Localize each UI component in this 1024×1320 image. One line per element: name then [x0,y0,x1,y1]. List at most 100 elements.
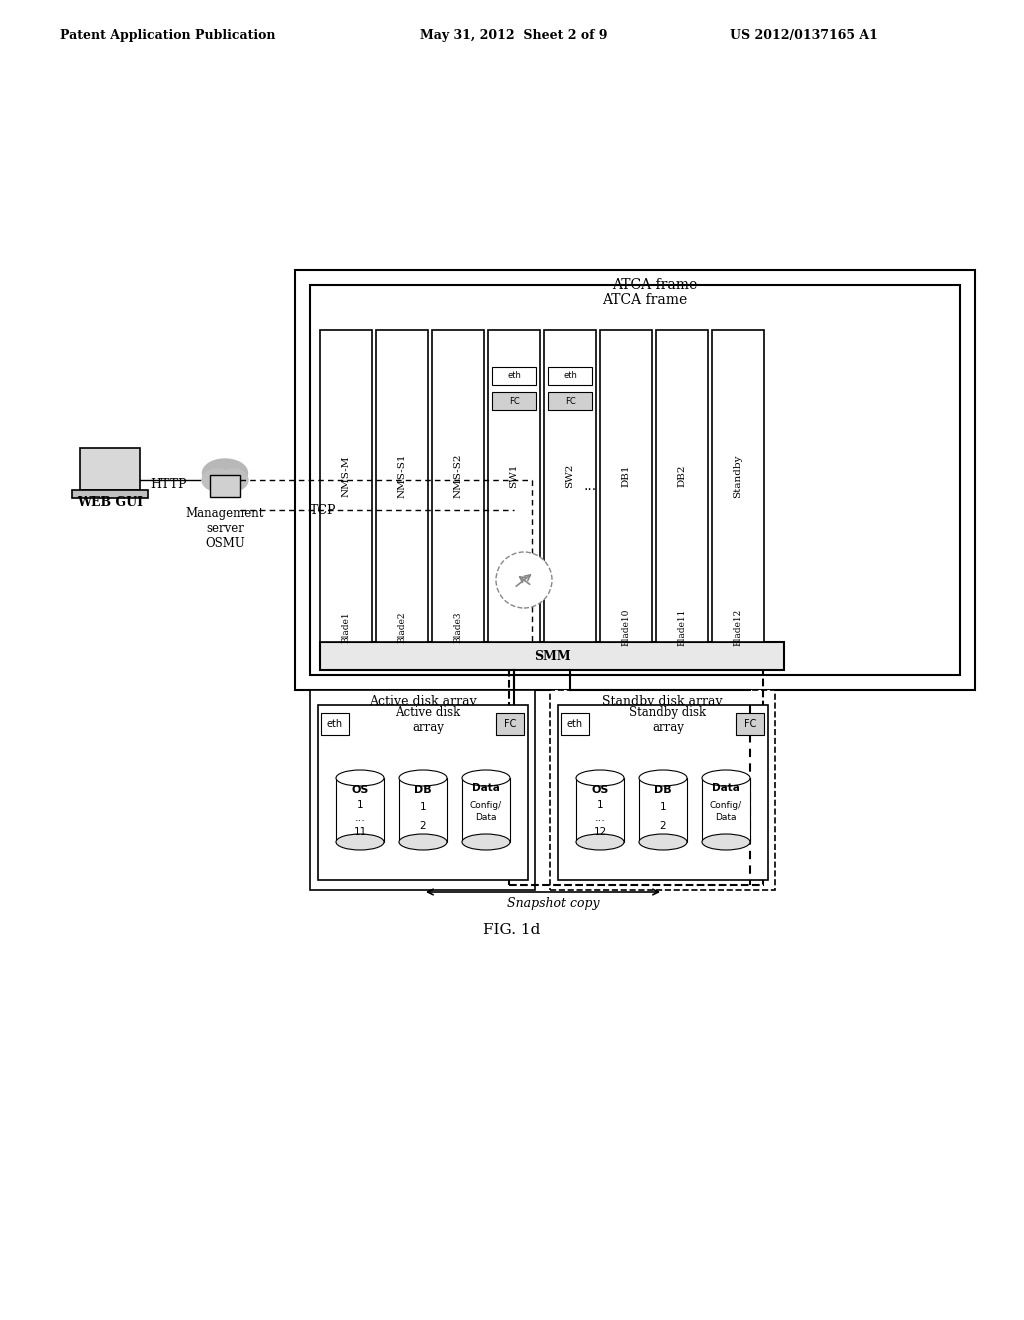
Ellipse shape [203,459,248,487]
Text: DB1: DB1 [622,465,631,487]
Text: FC: FC [509,396,519,405]
Bar [712,330,764,642]
Text: Management
server
OSMU: Management server OSMU [185,507,264,550]
Text: 12: 12 [593,828,606,837]
Ellipse shape [575,834,624,850]
Circle shape [496,552,552,609]
Text: OS: OS [591,785,608,795]
Text: Snapshot copy: Snapshot copy [507,898,599,911]
Ellipse shape [462,770,510,785]
Text: DB: DB [414,785,432,795]
Ellipse shape [702,834,750,850]
Text: Config/: Config/ [470,800,502,809]
Text: Config/: Config/ [710,800,742,809]
Text: WEB GUI: WEB GUI [77,495,143,508]
Ellipse shape [639,770,687,785]
Bar [80,447,140,490]
Bar [376,330,428,642]
Bar [310,690,535,890]
Text: Blade1: Blade1 [341,611,350,643]
Bar [492,392,536,411]
Text: ATCA frame: ATCA frame [612,279,697,292]
Bar [496,713,524,735]
Bar [295,271,975,690]
Text: Data: Data [475,813,497,822]
Text: Standby: Standby [733,454,742,498]
Ellipse shape [336,770,384,785]
Text: 11: 11 [353,828,367,837]
Text: OS: OS [351,785,369,795]
Ellipse shape [399,770,447,785]
Bar [319,330,372,642]
Ellipse shape [462,834,510,850]
Text: 1: 1 [420,803,426,812]
Text: Active disk array: Active disk array [369,696,476,709]
Bar [575,777,624,842]
Bar [318,705,528,880]
Text: HTTP: HTTP [150,479,186,491]
Text: eth: eth [563,371,577,380]
Text: Data: Data [472,783,500,793]
Text: eth: eth [507,371,521,380]
Ellipse shape [218,469,248,491]
Bar [702,777,750,842]
Text: 1: 1 [597,800,603,810]
Text: May 31, 2012  Sheet 2 of 9: May 31, 2012 Sheet 2 of 9 [420,29,607,41]
Bar [561,713,589,735]
Bar [310,285,961,675]
Text: Active disk
array: Active disk array [395,706,461,734]
Bar [210,475,240,498]
Text: Blade2: Blade2 [397,611,407,643]
Bar [321,713,349,735]
Ellipse shape [399,834,447,850]
Text: Blade3: Blade3 [454,611,463,643]
Bar [548,392,592,411]
Bar [600,330,652,642]
Text: NMS-S1: NMS-S1 [397,454,407,498]
Text: Blade10: Blade10 [622,609,631,645]
Text: Standby disk
array: Standby disk array [630,706,707,734]
Text: Data: Data [712,783,740,793]
Text: Blade12: Blade12 [733,609,742,645]
Text: FIG. 1d: FIG. 1d [483,923,541,937]
Text: SMM: SMM [534,649,570,663]
Text: eth: eth [327,719,343,729]
Bar [492,367,536,385]
Text: 2: 2 [420,821,426,832]
Bar [319,642,784,671]
Text: NMS-S2: NMS-S2 [454,454,463,498]
Ellipse shape [702,770,750,785]
Ellipse shape [336,834,384,850]
Text: ATCA frame: ATCA frame [602,293,688,308]
Bar [548,367,592,385]
Ellipse shape [202,469,232,491]
Ellipse shape [639,834,687,850]
Text: DB: DB [654,785,672,795]
Text: Patent Application Publication: Patent Application Publication [60,29,275,41]
Bar [509,649,763,884]
Text: Blade11: Blade11 [678,609,686,645]
Text: ...: ... [584,479,597,492]
Bar [639,777,687,842]
Bar [488,330,540,642]
Bar [432,330,484,642]
Bar [336,777,384,842]
Text: Data: Data [715,813,736,822]
Bar [736,713,764,735]
Text: ...: ... [354,813,366,822]
Text: SW1: SW1 [510,463,518,488]
Bar [656,330,708,642]
Text: FC: FC [504,719,516,729]
Bar [462,777,510,842]
Text: FC: FC [564,396,575,405]
Text: eth: eth [567,719,583,729]
Bar [550,690,775,890]
Ellipse shape [575,770,624,785]
Text: FC: FC [743,719,756,729]
Text: 2: 2 [659,821,667,832]
Text: 1: 1 [356,800,364,810]
Bar [544,330,596,642]
Text: ...: ... [595,813,605,822]
Bar [558,705,768,880]
Bar [399,777,447,842]
